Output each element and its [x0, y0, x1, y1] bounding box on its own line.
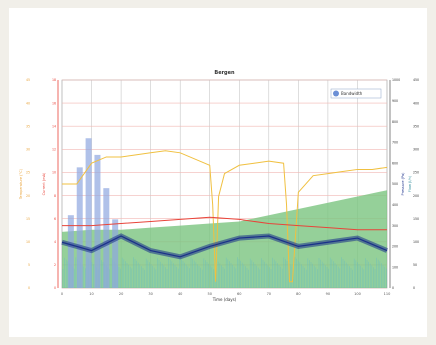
- right-outer-tick-label: 200: [413, 194, 419, 198]
- left-outer-tick-label: 35: [26, 124, 30, 128]
- left-inner-tick-label: 0: [54, 286, 56, 290]
- series-area: [62, 190, 387, 288]
- left-inner-tick-label: 2: [54, 263, 56, 267]
- left-inner-tick-label: 8: [54, 194, 56, 198]
- right-outer-tick-label: 250: [413, 171, 419, 175]
- left-outer-axis-label: Temperature (°C): [19, 168, 23, 200]
- left-inner-axis-label: Current (mA): [42, 172, 46, 195]
- series-line: [62, 150, 388, 283]
- left-outer-tick-label: 45: [26, 78, 30, 82]
- right-outer-tick-label: 350: [413, 124, 419, 128]
- right-inner-tick-label: 1000: [392, 78, 400, 82]
- x-tick-label: 0: [61, 292, 63, 296]
- left-inner-tick-label: 12: [52, 148, 56, 152]
- left-outer-tick-label: 40: [26, 101, 30, 105]
- left-inner-tick-label: 14: [52, 124, 56, 128]
- x-tick-label: 10: [89, 292, 93, 296]
- left-outer-tick-label: 10: [26, 240, 30, 244]
- right-outer-tick-label: 0: [413, 286, 415, 290]
- right-outer-tick-label: 300: [413, 148, 419, 152]
- right-outer-tick-label: 100: [413, 240, 419, 244]
- series-spike-bar: [76, 167, 83, 288]
- right-inner-tick-label: 200: [392, 245, 398, 249]
- x-tick-label: 50: [207, 292, 211, 296]
- chart-card: Bergen 0 10 20 30 40 50 60 70 80 90 100 110 Time (day…: [9, 8, 427, 337]
- x-tick-label: 70: [267, 292, 271, 296]
- x-axis-label: Time (days): [212, 297, 237, 302]
- x-tick-label: 40: [178, 292, 182, 296]
- right-inner-tick-label: 600: [392, 161, 398, 165]
- right-inner-tick-label: 0: [392, 286, 394, 290]
- x-tick-label: 20: [119, 292, 123, 296]
- left-inner-tick-label: 6: [54, 217, 56, 221]
- right-outer-tick-label: 400: [413, 101, 419, 105]
- left-outer-tick-label: 5: [28, 263, 30, 267]
- series-spike-bar: [103, 188, 110, 288]
- series-spike-bar: [94, 154, 101, 288]
- right-inner-tick-label: 500: [392, 182, 398, 186]
- x-tick-label: 80: [296, 292, 300, 296]
- right-outer-tick-label: 50: [413, 263, 417, 267]
- left-outer-tick-label: 20: [26, 194, 30, 198]
- series-line: [62, 216, 387, 231]
- left-inner-tick-label: 10: [52, 171, 56, 175]
- right-inner-tick-label: 100: [392, 265, 398, 269]
- legend-label: Bandwidth: [341, 91, 363, 96]
- x-tick-label: 90: [326, 292, 330, 296]
- left-inner-tick-label: 18: [52, 78, 56, 82]
- right-inner-tick-label: 300: [392, 224, 398, 228]
- legend-box: [330, 88, 382, 99]
- right-inner-tick-label: 800: [392, 120, 398, 124]
- left-outer-tick-label: 15: [26, 217, 30, 221]
- x-tick-label: 30: [148, 292, 152, 296]
- series-line: [61, 235, 388, 258]
- series-spike-bar: [67, 215, 74, 288]
- right-inner-tick-label: 400: [392, 203, 398, 207]
- left-outer-tick-label: 25: [26, 171, 30, 175]
- chart-title: Bergen: [214, 70, 235, 76]
- right-outer-axis-label: Flow (l/h): [408, 175, 412, 192]
- x-tick-label: 100: [354, 292, 361, 296]
- x-tick-label: 60: [237, 292, 241, 296]
- x-tick-label: 110: [384, 292, 391, 296]
- series-spike-bar: [85, 138, 92, 288]
- right-inner-axis-label: Pressure (Pa): [401, 172, 405, 196]
- right-outer-tick-label: 150: [413, 217, 419, 221]
- left-outer-tick-label: 0: [28, 286, 30, 290]
- left-inner-tick-label: 4: [54, 240, 56, 244]
- left-inner-tick-label: 16: [52, 101, 56, 105]
- left-outer-tick-label: 30: [26, 148, 30, 152]
- series-spike-bar: [112, 219, 119, 288]
- right-outer-tick-label: 450: [413, 78, 419, 82]
- right-inner-tick-label: 900: [392, 99, 398, 103]
- right-inner-tick-label: 700: [392, 141, 398, 145]
- legend-swatch: [333, 90, 339, 97]
